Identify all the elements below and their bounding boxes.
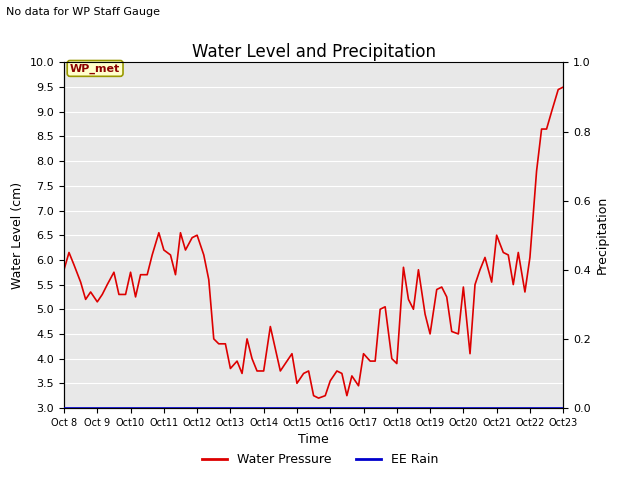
Y-axis label: Precipitation: Precipitation — [596, 196, 609, 275]
Text: No data for WP Staff Gauge: No data for WP Staff Gauge — [6, 7, 161, 17]
Text: WP_met: WP_met — [70, 63, 120, 73]
X-axis label: Time: Time — [298, 433, 329, 446]
Title: Water Level and Precipitation: Water Level and Precipitation — [191, 43, 436, 61]
Y-axis label: Water Level (cm): Water Level (cm) — [11, 181, 24, 289]
Legend: Water Pressure, EE Rain: Water Pressure, EE Rain — [196, 448, 444, 471]
